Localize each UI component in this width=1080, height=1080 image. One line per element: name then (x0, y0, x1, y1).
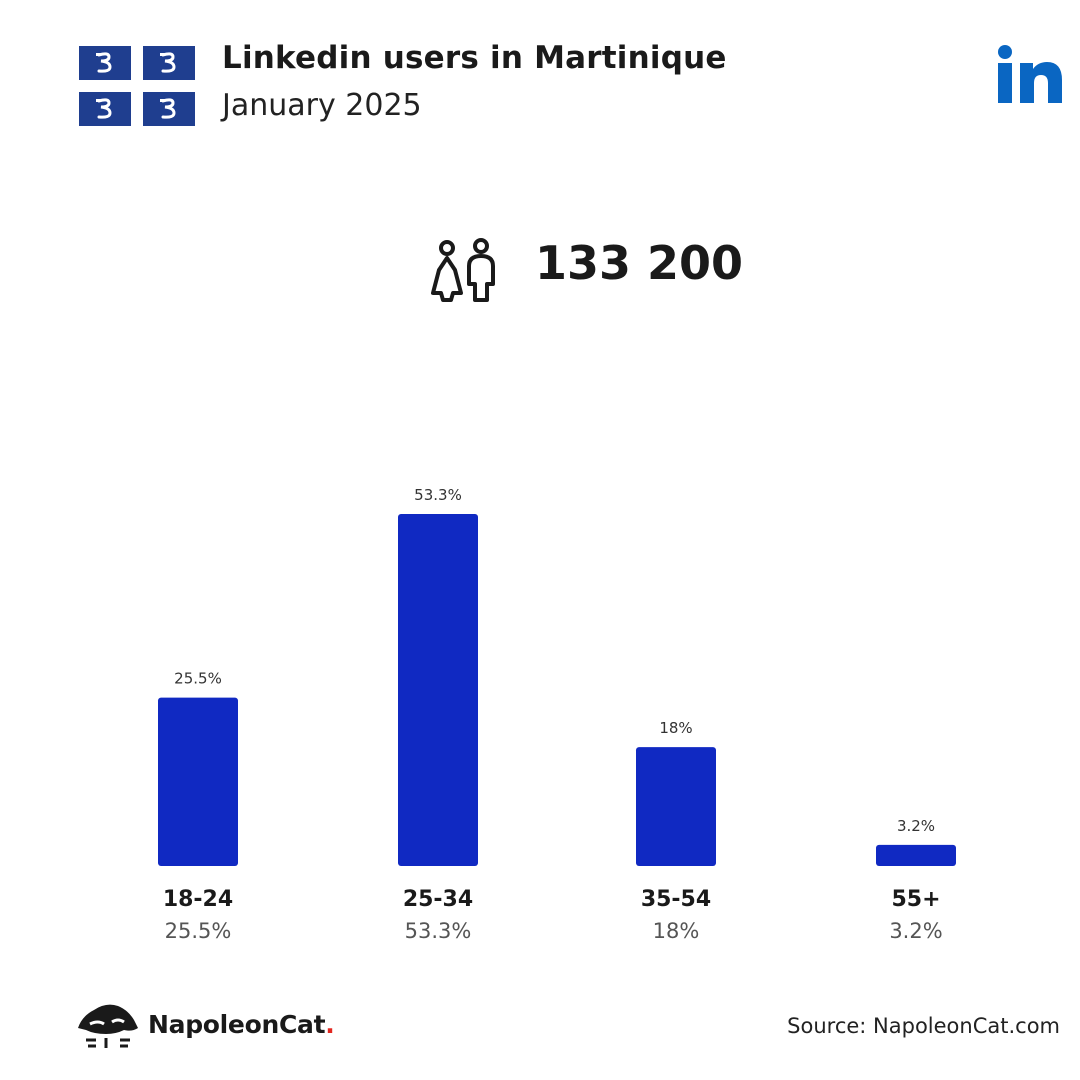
napoleoncat-logo-icon (78, 1004, 138, 1048)
category-label: 25-34 (403, 887, 473, 912)
footer-brand: NapoleonCat. (148, 1010, 335, 1039)
chart-title: Linkedin users in Martinique (222, 40, 727, 76)
category-percent: 3.2% (889, 919, 942, 943)
source-text: Source: NapoleonCat.com (787, 1014, 1060, 1038)
users-icon (431, 238, 495, 302)
linkedin-logo-icon (998, 45, 1062, 103)
data-label: 18% (659, 719, 692, 737)
bar-25-34 (398, 514, 478, 866)
category-label: 18-24 (163, 887, 233, 912)
data-label: 3.2% (897, 817, 935, 835)
category-label: 55+ (891, 887, 940, 912)
category-label: 35-54 (641, 887, 711, 912)
bar-18-24 (158, 697, 238, 866)
martinique-flag-icon (79, 46, 197, 126)
chart-subtitle: January 2025 (222, 88, 422, 123)
data-label: 25.5% (174, 670, 222, 688)
data-label: 53.3% (414, 486, 462, 504)
category-percent: 25.5% (165, 919, 232, 943)
total-users-value: 133 200 (535, 236, 744, 290)
bar-55+ (876, 844, 956, 866)
footer-brand-dot: . (325, 1010, 335, 1039)
category-percent: 53.3% (405, 919, 472, 943)
bar-35-54 (636, 747, 716, 866)
footer-brand-name: NapoleonCat (148, 1010, 326, 1039)
category-percent: 18% (653, 919, 700, 943)
